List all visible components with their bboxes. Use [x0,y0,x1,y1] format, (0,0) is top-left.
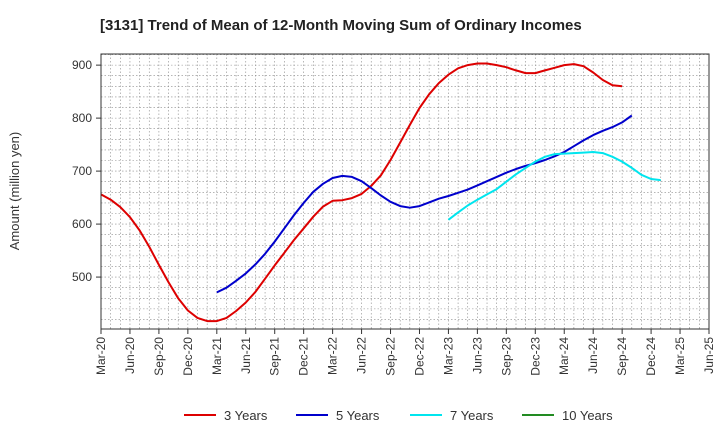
series-line-3-years [100,62,623,323]
y-tick-label: 900 [72,58,92,72]
x-tick-label: Sep-20 [152,337,166,376]
y-tick-label: 800 [72,111,92,125]
x-tick-label: Dec-23 [528,337,542,376]
series-line-7-years [447,151,661,221]
x-axis: Mar-20 Jun-20 Sep-20 Dec-20 Mar-21 Jun-21 Sep-… [94,329,716,376]
x-tick-label: Sep-21 [268,337,282,376]
y-tick-label: 500 [72,270,92,284]
x-tick-label: Sep-23 [499,337,513,376]
y-axis: 500 600 700 800 900 [72,58,101,284]
x-tick-label: Mar-22 [326,337,340,375]
x-tick-label: Sep-24 [615,337,629,376]
legend-label-7-years: 7 Years [450,408,494,423]
y-tick-label: 700 [72,164,92,178]
x-tick-label: Mar-23 [441,337,455,375]
x-tick-label: Jun-22 [355,337,369,374]
x-tick-label: Dec-24 [644,337,658,376]
legend: 3 Years 5 Years 7 Years 10 Years [184,408,613,423]
series-lines [100,62,661,323]
y-axis-label: Amount (million yen) [7,132,22,251]
x-tick-label: Jun-24 [586,337,600,374]
grid-lines [101,54,709,329]
x-tick-label: Jun-25 [702,337,716,374]
x-tick-label: Mar-25 [673,337,687,375]
legend-label-5-years: 5 Years [336,408,380,423]
x-tick-label: Jun-23 [470,337,484,374]
x-tick-label: Dec-20 [181,337,195,376]
plot-frame [100,53,710,330]
x-tick-label: Dec-22 [412,337,426,376]
x-tick-label: Jun-21 [239,337,253,374]
series-line-5-years [216,114,633,294]
x-tick-label: Mar-20 [94,337,108,375]
x-tick-label: Dec-21 [297,337,311,376]
legend-label-3-years: 3 Years [224,408,268,423]
y-tick-label: 600 [72,217,92,231]
chart-title: [3131] Trend of Mean of 12-Month Moving … [100,17,582,34]
x-tick-label: Sep-22 [384,337,398,376]
x-tick-label: Jun-20 [123,337,137,374]
x-tick-label: Mar-21 [210,337,224,375]
legend-label-10-years: 10 Years [562,408,613,423]
x-tick-label: Mar-24 [557,337,571,375]
